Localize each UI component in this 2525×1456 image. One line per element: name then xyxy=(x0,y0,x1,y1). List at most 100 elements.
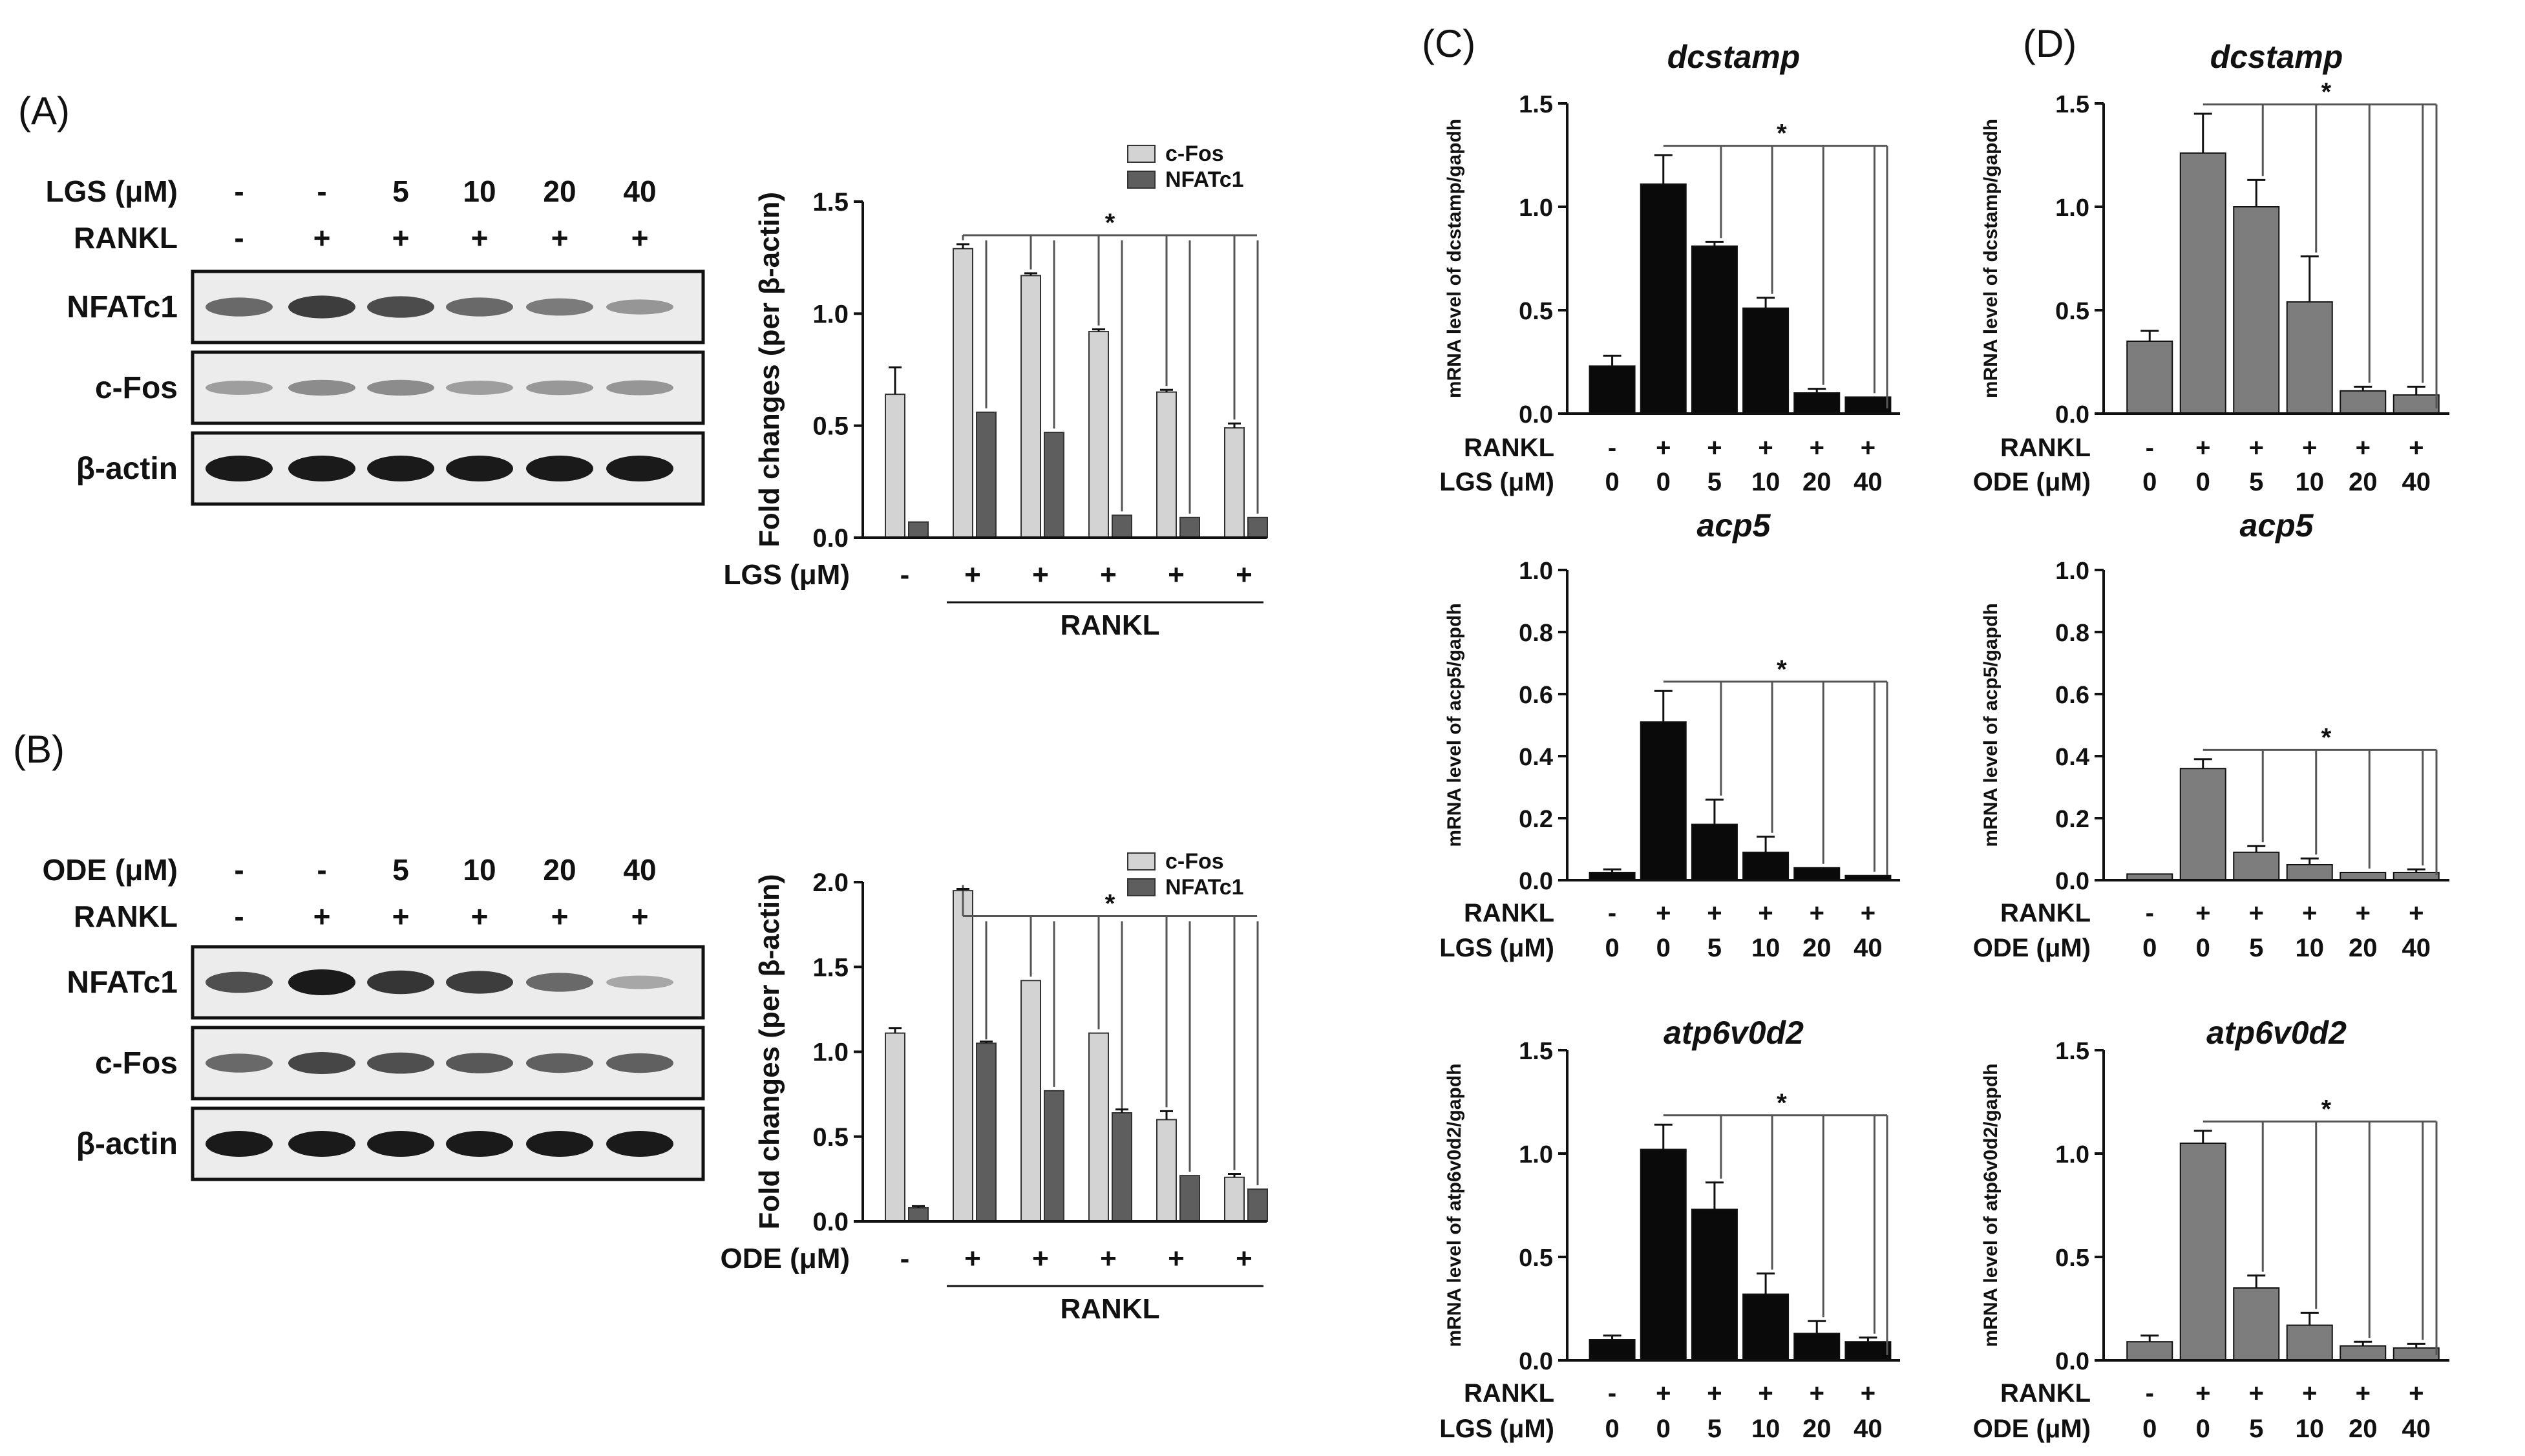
x-rankl-4: + xyxy=(1810,434,1824,462)
x-dose-2: 5 xyxy=(2249,1415,2263,1443)
bar-c-Fos-1 xyxy=(953,248,973,538)
x-dose-4: 20 xyxy=(2349,1415,2378,1443)
x-rankl-2: + xyxy=(2249,899,2264,927)
bar-1 xyxy=(2179,1143,2226,1361)
sig-star: * xyxy=(1777,655,1787,684)
y-tick-label: 0.0 xyxy=(1519,401,1553,428)
blot-rankl-3: + xyxy=(471,221,489,255)
bar-c-Fos-5 xyxy=(1224,427,1245,539)
sig-star: * xyxy=(1777,1089,1787,1117)
x-dose-3: 10 xyxy=(2296,1415,2325,1443)
bar-2 xyxy=(2233,206,2280,414)
bar-NFATc1-0 xyxy=(908,1207,929,1222)
blot-dose-4: 20 xyxy=(543,174,576,208)
x-treatment-label: LGS (μM) xyxy=(1439,468,1554,496)
legend-swatch-0 xyxy=(1127,852,1156,870)
bar-1 xyxy=(2179,152,2226,415)
chart-title: dcstamp xyxy=(2210,39,2343,75)
bar-0 xyxy=(2126,1341,2173,1361)
blot-rankl-label: RANKL xyxy=(74,900,178,933)
y-axis-label: mRNA level of acp5/gapdh xyxy=(1980,603,2002,847)
band-4 xyxy=(526,456,593,481)
band-label: c-Fos xyxy=(95,371,178,405)
x-dose-5: 40 xyxy=(1854,934,1883,962)
bar-4 xyxy=(2340,390,2387,414)
blot-rankl-0: - xyxy=(234,221,244,255)
y-tick-label: 0.5 xyxy=(2055,1245,2089,1272)
chart-C1 xyxy=(1589,183,1892,415)
band-label: NFATc1 xyxy=(67,290,178,324)
y-tick-label: 0.5 xyxy=(1519,1245,1553,1272)
blot-dose-0: - xyxy=(234,853,244,887)
x-dose-3: 10 xyxy=(1751,1415,1780,1443)
band-5 xyxy=(606,975,673,989)
y-axis-label: Fold changes (per β-actin) xyxy=(754,874,785,1229)
x-rankl-4: + xyxy=(2356,434,2371,462)
bar-NFATc1-5 xyxy=(1247,516,1268,538)
bar-c-Fos-2 xyxy=(1020,980,1041,1222)
blot-dose-0: - xyxy=(234,174,244,208)
blot-rankl-5: + xyxy=(631,221,649,255)
bar-1 xyxy=(1640,721,1687,881)
y-tick-label: 0.0 xyxy=(1519,868,1553,895)
x-dose-4: 20 xyxy=(1802,934,1832,962)
x-rankl-0: - xyxy=(2146,434,2154,462)
bar-NFATc1-5 xyxy=(1247,1188,1268,1222)
band-3 xyxy=(446,381,513,395)
x-dose-2: 5 xyxy=(1707,934,1722,962)
x-dose-1: 0 xyxy=(2196,934,2210,962)
blot-row-β-actin xyxy=(191,1106,705,1181)
x-rankl-5: + xyxy=(2409,1379,2424,1408)
x-treatment-label: ODE (μM) xyxy=(721,1243,850,1274)
x-dose-5: 40 xyxy=(1854,468,1883,496)
x-rankl-label: RANKL xyxy=(1464,899,1554,927)
bar-5 xyxy=(1844,1341,1892,1361)
x-rankl-1: + xyxy=(1656,434,1671,462)
band-4 xyxy=(526,380,593,396)
x-rankl-1: + xyxy=(2195,434,2210,462)
x-rankl-3: + xyxy=(1758,899,1773,927)
band-0 xyxy=(206,456,273,481)
x-tick-2: + xyxy=(1032,559,1049,591)
blot-rankl-1: + xyxy=(313,221,331,255)
band-2 xyxy=(367,1131,434,1157)
bar-5 xyxy=(2393,1347,2440,1362)
band-2 xyxy=(367,456,434,481)
y-tick-label: 0.8 xyxy=(1519,620,1553,647)
sig-star: * xyxy=(1105,209,1115,237)
blot-dose-1: - xyxy=(317,174,326,208)
band-0 xyxy=(206,1131,273,1157)
y-tick-label: 1.5 xyxy=(1519,1038,1553,1065)
x-rankl-1: + xyxy=(2195,899,2210,927)
x-treatment-label: ODE (μM) xyxy=(1973,1415,2091,1443)
x-rankl-4: + xyxy=(2356,1379,2371,1408)
blot-row-c-Fos xyxy=(191,1026,705,1101)
y-tick-label: 1.0 xyxy=(812,1039,849,1067)
x-rankl-5: + xyxy=(1861,899,1875,927)
x-rankl-4: + xyxy=(2356,899,2371,927)
blot-rankl-4: + xyxy=(551,221,569,255)
x-dose-1: 0 xyxy=(1656,1415,1671,1443)
x-rankl-5: + xyxy=(2409,899,2424,927)
band-4 xyxy=(526,973,593,992)
y-axis-label: mRNA level of dcstamp/gapdh xyxy=(1444,119,1465,398)
band-0 xyxy=(206,297,273,317)
band-2 xyxy=(367,970,434,995)
x-tick-3: + xyxy=(1100,1243,1117,1274)
band-1 xyxy=(288,379,355,396)
y-axis-label: mRNA level of acp5/gapdh xyxy=(1444,603,1465,847)
legend-label-1: NFATc1 xyxy=(1165,167,1244,192)
x-dose-5: 40 xyxy=(2402,468,2431,496)
x-tick-2: + xyxy=(1032,1243,1049,1274)
y-tick-label: 0.2 xyxy=(2055,806,2089,833)
bar-NFATc1-1 xyxy=(976,1042,997,1222)
band-5 xyxy=(606,1131,673,1157)
band-3 xyxy=(446,971,513,994)
x-rankl-1: + xyxy=(1656,1379,1671,1408)
band-5 xyxy=(606,380,673,396)
blot-dose-4: 20 xyxy=(543,853,576,887)
panel-label-B: (B) xyxy=(13,728,65,771)
band-0 xyxy=(206,971,273,993)
x-treatment-label: LGS (μM) xyxy=(1439,934,1554,962)
